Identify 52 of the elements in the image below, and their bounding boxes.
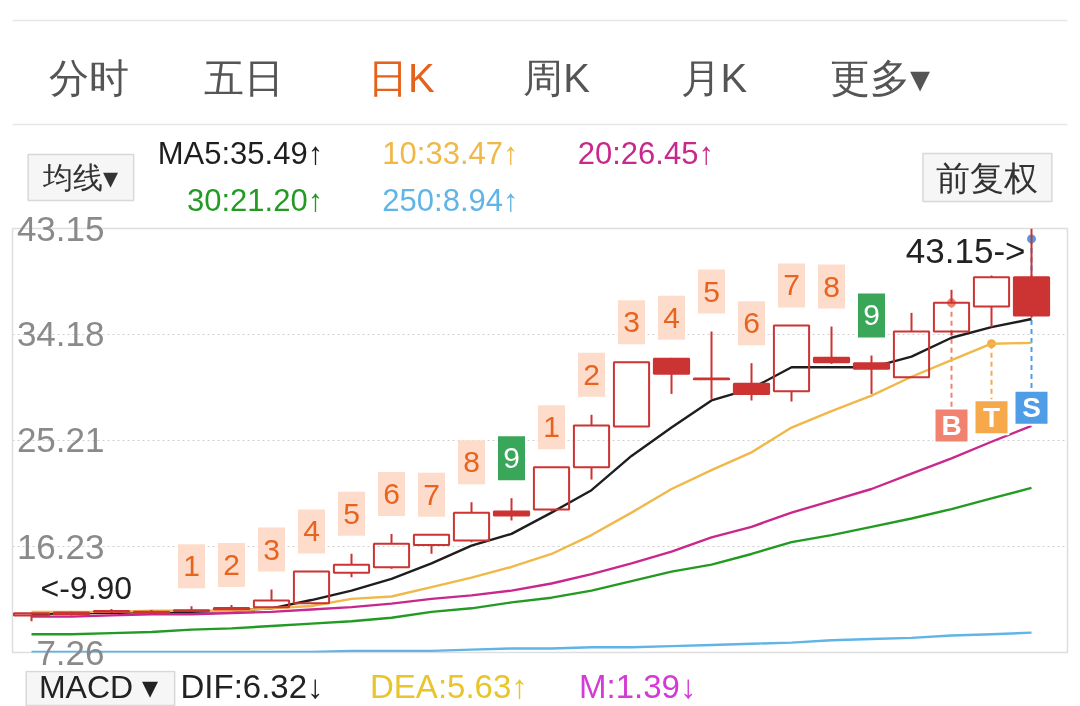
candlestick (732, 362, 771, 402)
text: MACD ▾ (38, 668, 159, 705)
text: DIF:6.32↓ (180, 668, 324, 705)
annotation: 7 (423, 477, 440, 511)
y-tick-label: 43.15 (16, 208, 105, 248)
candlestick (572, 413, 611, 481)
candlestick (772, 324, 811, 403)
text: 250:8.94↑ (382, 183, 519, 218)
annotation: 4 (303, 514, 320, 548)
y-tick-label: 34.18 (16, 314, 105, 354)
text: 月K (680, 55, 748, 100)
annotation: S (1022, 392, 1041, 424)
annotation: <-9.90 (40, 569, 133, 606)
annotation: 6 (743, 306, 760, 340)
candlestick (612, 361, 651, 428)
text: 更多▾ (829, 55, 930, 100)
annotation: 7 (783, 268, 800, 302)
candlestick (292, 570, 331, 605)
text: 30:21.20↑ (186, 183, 324, 218)
text: DEA:5.63↑ (370, 668, 528, 705)
annotation: 43.15-> (905, 231, 1026, 270)
annotation: 1 (543, 410, 560, 444)
annotation: 9 (503, 441, 520, 475)
annotation: 2 (223, 547, 240, 581)
text: 分时 (48, 55, 129, 100)
annotation: 6 (383, 476, 400, 510)
text: 周K (523, 55, 591, 100)
candlestick (692, 330, 731, 400)
annotation: 8 (463, 445, 480, 479)
text: 10:33.47↑ (382, 136, 519, 171)
annotation: 4 (663, 300, 680, 334)
annotation: 1 (183, 549, 200, 583)
annotation: 5 (343, 496, 360, 530)
candlestick (852, 354, 891, 395)
y-tick-label: 16.23 (16, 526, 105, 566)
annotation: T (982, 401, 1001, 433)
annotation: 5 (703, 274, 720, 308)
annotation: 3 (623, 305, 640, 339)
annotation: 9 (863, 298, 880, 332)
text: 20:26.45↑ (577, 136, 714, 171)
candlestick (892, 311, 931, 379)
annotation: 3 (263, 532, 280, 566)
annotation: 2 (583, 357, 600, 391)
text: M:1.39↓ (579, 668, 697, 705)
text: 前复权 (936, 158, 1039, 197)
text: 均线▾ (42, 161, 119, 194)
text: 日K (367, 55, 435, 100)
annotation: 8 (823, 269, 840, 303)
annotation: B (941, 410, 962, 442)
text: MA5:35.49↑ (157, 136, 324, 171)
y-tick-label: 25.21 (16, 420, 105, 460)
text: 五日 (204, 55, 285, 100)
